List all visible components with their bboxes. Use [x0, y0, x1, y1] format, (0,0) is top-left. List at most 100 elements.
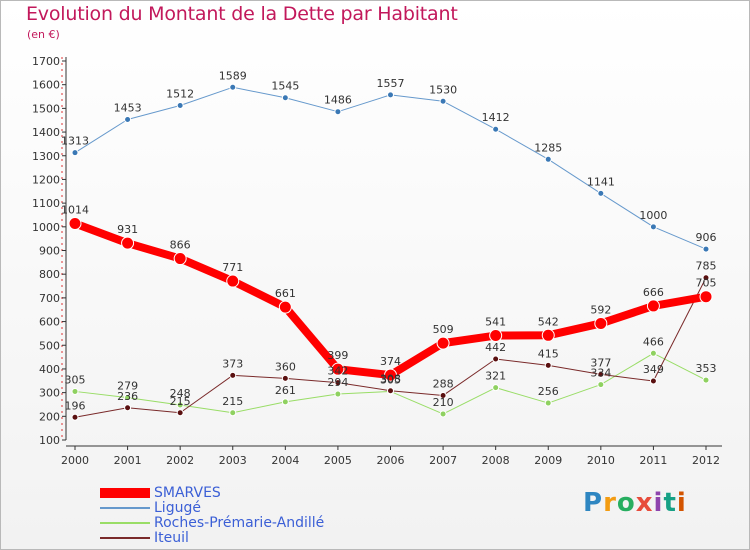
y-tick-label: 1200 — [32, 173, 60, 186]
data-label-smarves: 399 — [327, 349, 348, 362]
data-point-iteuil — [702, 274, 710, 282]
data-point-roches-premarie-andille — [439, 410, 447, 418]
data-label-roches-premarie-andille: 256 — [538, 385, 559, 398]
y-tick-label: 1700 — [32, 55, 60, 68]
data-point-roches-premarie-andille — [597, 381, 605, 389]
y-tick-label: 900 — [39, 245, 60, 258]
series-line-liguge — [74, 86, 707, 250]
x-tick-label: 2010 — [587, 454, 615, 467]
data-point-smarves — [594, 316, 608, 330]
data-point-liguge — [649, 223, 657, 231]
data-point-liguge — [71, 149, 79, 157]
data-point-liguge — [176, 102, 184, 110]
y-tick-label: 600 — [39, 316, 60, 329]
x-tick-label: 2001 — [114, 454, 142, 467]
data-label-iteuil: 196 — [65, 399, 86, 412]
data-label-iteuil: 236 — [117, 390, 138, 403]
x-tick-label: 2008 — [482, 454, 510, 467]
data-label-smarves: 542 — [538, 315, 559, 328]
y-tick-label: 1400 — [32, 126, 60, 139]
data-label-roches-premarie-andille: 261 — [275, 384, 296, 397]
data-point-liguge — [229, 83, 237, 91]
x-tick-label: 2012 — [692, 454, 720, 467]
y-tick-label: 400 — [39, 363, 60, 376]
data-point-roches-premarie-andille — [176, 401, 184, 409]
data-label-iteuil: 415 — [538, 347, 559, 360]
data-label-iteuil: 785 — [696, 260, 717, 273]
legend-label: Roches-Prémarie-Andillé — [154, 515, 325, 531]
logo-letter: r — [603, 488, 617, 518]
logo-letter: o — [616, 488, 636, 518]
data-point-smarves — [278, 300, 292, 314]
data-point-smarves — [173, 252, 187, 266]
data-point-roches-premarie-andille — [334, 390, 342, 398]
chart-axes: 1002003004005006007008009001000110012001… — [32, 55, 722, 467]
data-labels-layer: 1313 1453 1512 1589 1545 1486 1557 1530 1412 1285… — [61, 69, 717, 412]
data-point-liguge — [597, 189, 605, 197]
data-label-iteuil: 442 — [485, 341, 506, 354]
logo-letter: t — [663, 488, 677, 518]
data-label-roches-premarie-andille: 215 — [222, 395, 243, 408]
x-tick-label: 2009 — [534, 454, 562, 467]
data-label-liguge: 1313 — [61, 135, 89, 148]
data-point-iteuil — [124, 404, 132, 412]
logo-letter: x — [635, 488, 654, 518]
y-tick-label: 1600 — [32, 79, 60, 92]
data-point-liguge — [387, 91, 394, 99]
x-tick-label: 2007 — [429, 454, 457, 467]
data-label-roches-premarie-andille: 279 — [117, 380, 138, 393]
x-tick-label: 2002 — [166, 454, 194, 467]
data-label-liguge: 1589 — [219, 69, 247, 82]
data-point-liguge — [544, 155, 552, 163]
legend-swatch — [100, 522, 150, 524]
data-point-roches-premarie-andille — [544, 399, 552, 407]
chart-subtitle: (en €) — [27, 28, 60, 41]
data-point-iteuil — [387, 387, 394, 395]
data-label-smarves: 374 — [380, 355, 401, 368]
data-point-roches-premarie-andille — [492, 384, 500, 392]
data-label-smarves: 1014 — [61, 203, 89, 216]
data-point-roches-premarie-andille — [71, 387, 79, 395]
y-tick-label: 1100 — [32, 197, 60, 210]
data-label-liguge: 1453 — [114, 102, 142, 115]
y-tick-label: 100 — [39, 434, 60, 447]
data-label-iteuil: 308 — [380, 373, 401, 386]
chart-title: Evolution du Montant de la Dette par Hab… — [26, 3, 458, 25]
y-tick-label: 1500 — [32, 102, 60, 115]
data-label-smarves: 705 — [696, 277, 717, 290]
y-tick-label: 300 — [39, 387, 60, 400]
legend-label: SMARVES — [154, 485, 221, 501]
data-label-liguge: 906 — [696, 231, 717, 244]
data-label-smarves: 866 — [170, 239, 191, 252]
data-label-iteuil: 342 — [327, 365, 348, 378]
data-label-smarves: 931 — [117, 223, 138, 236]
data-point-smarves — [226, 274, 240, 288]
data-label-roches-premarie-andille: 321 — [485, 370, 506, 383]
data-label-liguge: 1486 — [324, 94, 352, 107]
data-label-smarves: 592 — [590, 303, 611, 316]
data-point-smarves — [699, 290, 713, 304]
data-point-liguge — [492, 125, 500, 133]
data-point-smarves — [489, 329, 503, 343]
data-point-liguge — [439, 97, 447, 105]
data-point-roches-premarie-andille — [281, 398, 289, 406]
data-point-iteuil — [597, 370, 605, 378]
data-label-iteuil: 288 — [433, 377, 454, 390]
data-point-smarves — [121, 236, 135, 250]
data-label-roches-premarie-andille: 294 — [327, 376, 348, 389]
data-label-roches-premarie-andille: 305 — [380, 373, 401, 386]
series-layer — [68, 83, 713, 421]
x-tick-label: 2011 — [639, 454, 667, 467]
data-label-roches-premarie-andille: 210 — [433, 396, 454, 409]
y-tick-label: 1300 — [32, 150, 60, 163]
data-label-smarves: 661 — [275, 287, 296, 300]
data-label-smarves: 771 — [222, 261, 243, 274]
data-point-iteuil — [281, 374, 289, 382]
data-label-roches-premarie-andille: 334 — [590, 367, 611, 380]
x-tick-label: 2005 — [324, 454, 352, 467]
data-label-iteuil: 215 — [170, 395, 191, 408]
data-label-liguge: 1512 — [166, 88, 194, 101]
data-point-liguge — [281, 94, 289, 102]
data-label-liguge: 1412 — [482, 111, 510, 124]
